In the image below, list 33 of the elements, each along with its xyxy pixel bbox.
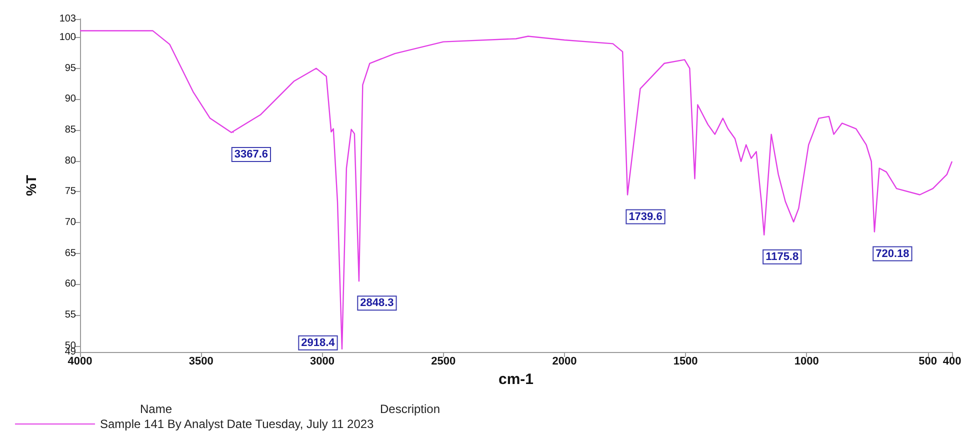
x-tick-label: 3500 (188, 356, 214, 368)
y-tick-label: 95 (64, 62, 76, 74)
y-tick-label: 75 (64, 186, 76, 198)
y-tick-label: 55 (64, 310, 76, 320)
x-tick-label: 1500 (673, 356, 698, 368)
y-tick-label: 49 (64, 346, 76, 358)
y-tick-label: 80 (64, 155, 76, 166)
x-tick-label: 4000 (68, 356, 92, 368)
y-tick-label: 60 (64, 278, 76, 290)
line-series (79, 30, 953, 350)
text: Name (140, 402, 172, 416)
y-tick-label: 65 (64, 248, 76, 259)
x-tick-label: 2000 (552, 356, 577, 368)
annotation: 2918.4 (301, 336, 336, 349)
text: Sample 141 By Analyst Date Tuesday, July 11 2023 (100, 417, 374, 431)
y-tick-label: 103 (59, 14, 76, 24)
y-tick-label: 85 (64, 124, 76, 136)
annotation: 1175.8 (766, 250, 799, 263)
x-tick-label: 2500 (431, 356, 456, 368)
y-tick-label: 100 (59, 32, 76, 43)
annotation: 720.18 (876, 248, 910, 260)
y-axis-title: %T (23, 174, 39, 196)
text: Description (380, 402, 440, 416)
annotation: 1739.6 (628, 210, 662, 223)
x-axis-title: cm-1 (498, 370, 534, 388)
annotation: 2848.3 (360, 297, 394, 310)
annotation: 3367.6 (234, 148, 268, 160)
y-tick-label: 70 (64, 217, 76, 228)
x-tick-label: 3000 (310, 356, 334, 368)
y-tick-label: 90 (64, 94, 76, 105)
x-tick-label: 500 (918, 356, 937, 368)
x-tick-label: 400 (942, 356, 962, 368)
x-tick-label: 1000 (794, 356, 819, 368)
